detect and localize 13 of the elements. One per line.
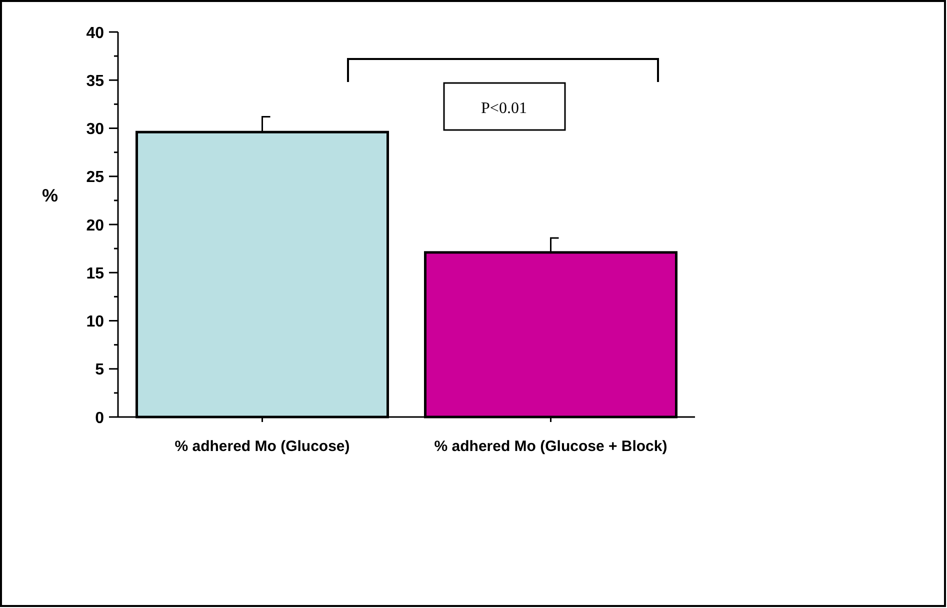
x-tick-label: % adhered Mo (Glucose) [174, 438, 350, 455]
annotation: P<0.01 [481, 100, 527, 117]
y-axis-title: % [42, 185, 58, 206]
y-tick-label: 10 [86, 314, 104, 331]
y-tick-label: 0 [95, 410, 104, 427]
x-tick-label: % adhered Mo (Glucose + Block) [434, 438, 668, 455]
y-tick-label: 5 [95, 362, 104, 379]
y-tick-label: 40 [86, 24, 104, 42]
y-tick-label: 25 [86, 169, 104, 186]
y-tick-label: 30 [86, 121, 104, 138]
y-tick-label: 35 [86, 72, 104, 90]
y-tick-label: 15 [86, 265, 104, 282]
y-tick-label: 20 [86, 217, 104, 234]
